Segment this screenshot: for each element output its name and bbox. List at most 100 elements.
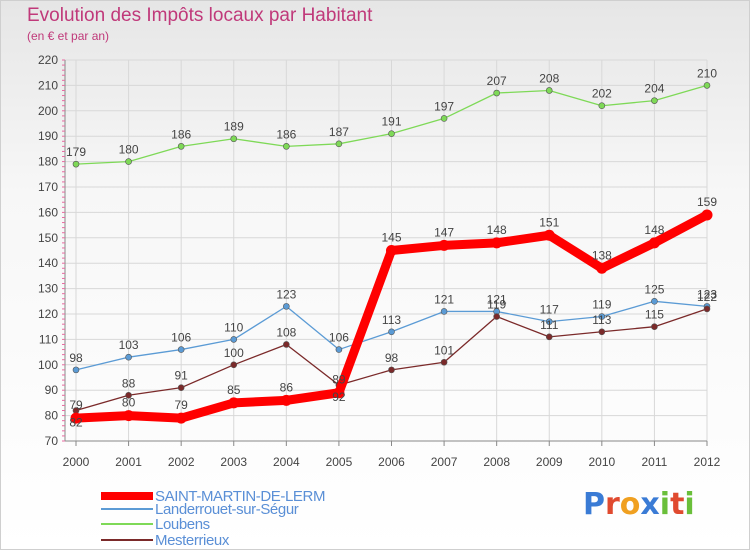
data-point <box>440 308 448 315</box>
data-label: 86 <box>280 380 294 394</box>
data-label: 123 <box>697 287 717 301</box>
data-point <box>598 328 606 336</box>
y-tick-label: 130 <box>38 282 58 296</box>
data-point <box>703 305 711 313</box>
x-tick-label: 2000 <box>63 455 90 469</box>
data-point <box>545 318 553 325</box>
data-label: 113 <box>592 313 611 327</box>
data-point <box>335 140 343 148</box>
data-label: 151 <box>539 215 559 229</box>
data-point <box>72 366 80 374</box>
data-point <box>228 397 240 409</box>
y-tick-label: 80 <box>45 409 59 423</box>
data-label: 117 <box>540 303 559 317</box>
data-point <box>386 245 397 256</box>
data-point <box>543 229 555 241</box>
proxiti-logo: Proxiti <box>583 487 695 522</box>
data-label: 148 <box>487 223 507 237</box>
data-label: 115 <box>645 308 664 322</box>
legend-label: Loubens <box>155 515 210 533</box>
data-point <box>438 239 450 251</box>
x-tick-label: 2010 <box>588 455 615 469</box>
y-tick-label: 90 <box>45 383 59 397</box>
data-label: 119 <box>487 298 506 312</box>
data-point <box>545 333 553 341</box>
data-label: 125 <box>644 282 664 296</box>
data-point <box>388 130 395 137</box>
y-tick-label: 140 <box>38 256 58 270</box>
x-tick-label: 2002 <box>168 455 195 469</box>
legend-label: SAINT-MARTIN-DE-LERM <box>155 487 326 505</box>
data-label: 208 <box>539 71 559 85</box>
data-label: 210 <box>697 66 717 80</box>
data-label: 186 <box>276 127 296 141</box>
data-label: 82 <box>69 416 83 430</box>
data-label: 103 <box>119 338 139 352</box>
y-tick-label: 210 <box>38 78 58 92</box>
data-label: 207 <box>487 74 507 88</box>
legend-item: Mesterrieux <box>101 531 229 549</box>
data-label: 108 <box>276 325 296 339</box>
x-tick-label: 2001 <box>115 455 142 469</box>
data-point <box>280 394 292 406</box>
data-label: 119 <box>592 298 611 312</box>
data-label: 204 <box>644 82 664 96</box>
data-point <box>388 328 395 336</box>
data-point <box>491 237 503 249</box>
x-tick-label: 2006 <box>378 455 405 469</box>
legend-swatch <box>101 523 153 525</box>
data-point <box>125 391 132 399</box>
data-label: 110 <box>224 320 243 334</box>
logo-letter: t <box>670 487 685 522</box>
data-label: 122 <box>697 290 717 304</box>
data-point <box>440 115 448 122</box>
data-label: 106 <box>171 331 191 345</box>
data-point <box>283 303 290 310</box>
logo-letter: x <box>640 487 660 522</box>
data-point <box>72 160 80 168</box>
data-point <box>493 89 500 97</box>
data-label: 92 <box>332 390 346 404</box>
data-label: 191 <box>381 115 401 129</box>
logo-letter: P <box>583 487 605 522</box>
data-label: 101 <box>434 343 454 357</box>
data-point <box>175 412 187 424</box>
data-label: 123 <box>276 287 296 301</box>
data-point <box>283 143 290 150</box>
data-point <box>177 384 185 391</box>
legend-item: Loubens <box>101 515 210 533</box>
data-point <box>333 387 345 399</box>
data-label: 113 <box>382 313 401 327</box>
data-point <box>230 361 238 369</box>
data-label: 202 <box>592 87 612 101</box>
data-label: 138 <box>592 248 612 262</box>
data-point <box>335 346 343 353</box>
data-label: 148 <box>644 223 664 237</box>
data-label: 91 <box>174 369 188 383</box>
data-point <box>651 97 658 104</box>
legend-label: Mesterrieux <box>155 531 229 549</box>
data-point <box>177 143 185 150</box>
y-tick-label: 170 <box>38 180 58 194</box>
data-label: 88 <box>122 376 136 390</box>
data-point <box>388 366 395 374</box>
y-tick-label: 100 <box>38 358 58 372</box>
x-tick-label: 2012 <box>694 455 721 469</box>
y-tick-label: 110 <box>39 332 58 346</box>
data-point <box>648 237 660 249</box>
data-label: 179 <box>66 145 86 159</box>
data-label: 80 <box>122 396 136 410</box>
data-point <box>440 358 448 366</box>
data-label: 189 <box>224 120 244 134</box>
data-label: 89 <box>332 373 346 387</box>
x-tick-label: 2007 <box>431 455 458 469</box>
data-label: 98 <box>385 351 399 365</box>
legend-swatch <box>101 539 153 541</box>
legend-item: SAINT-MARTIN-DE-LERM <box>101 487 326 505</box>
y-tick-label: 200 <box>38 104 58 118</box>
logo-letter: r <box>605 487 620 522</box>
data-point <box>545 87 553 94</box>
legend-label: Landerrouet-sur-Ségur <box>155 500 299 518</box>
x-tick-label: 2005 <box>326 455 353 469</box>
data-label: 187 <box>329 125 349 139</box>
